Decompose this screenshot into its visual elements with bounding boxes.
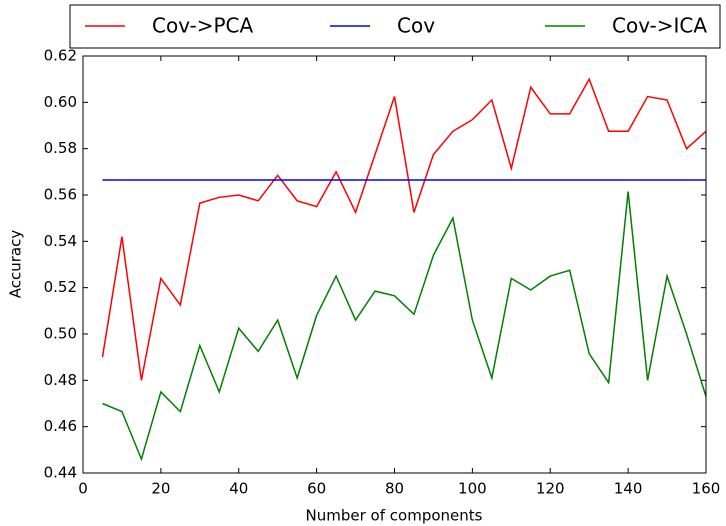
y-tick-label: 0.46 (44, 417, 77, 435)
x-tick-label: 40 (229, 480, 248, 498)
plot-frame (82, 55, 707, 474)
x-axis-label: Number of components (306, 507, 483, 525)
legend-label: Cov (397, 14, 435, 38)
y-tick-label: 0.44 (44, 464, 77, 482)
y-tick-label: 0.62 (44, 47, 77, 65)
series-line (102, 191, 707, 462)
x-tick-label: 160 (692, 480, 721, 498)
y-tick-label: 0.52 (44, 278, 77, 296)
x-tick-label: 80 (385, 480, 404, 498)
y-tick-label: 0.50 (44, 325, 77, 343)
y-tick-label: 0.56 (44, 186, 77, 204)
legend-label: Cov->ICA (612, 14, 707, 38)
x-tick-label: 0 (78, 480, 88, 498)
y-tick-label: 0.48 (44, 371, 77, 389)
y-tick-label: 0.60 (44, 93, 77, 111)
y-tick-label: 0.58 (44, 139, 77, 157)
x-tick-label: 140 (614, 480, 643, 498)
y-tick-label: 0.54 (44, 232, 77, 250)
y-axis-label: Accuracy (7, 230, 25, 299)
x-tick-label: 20 (151, 480, 170, 498)
x-tick-label: 120 (536, 480, 565, 498)
series-line (101, 77, 707, 381)
x-tick-label: 100 (458, 480, 487, 498)
legend-box (69, 4, 721, 49)
x-tick-label: 60 (307, 480, 326, 498)
legend-label: Cov->PCA (152, 14, 254, 38)
